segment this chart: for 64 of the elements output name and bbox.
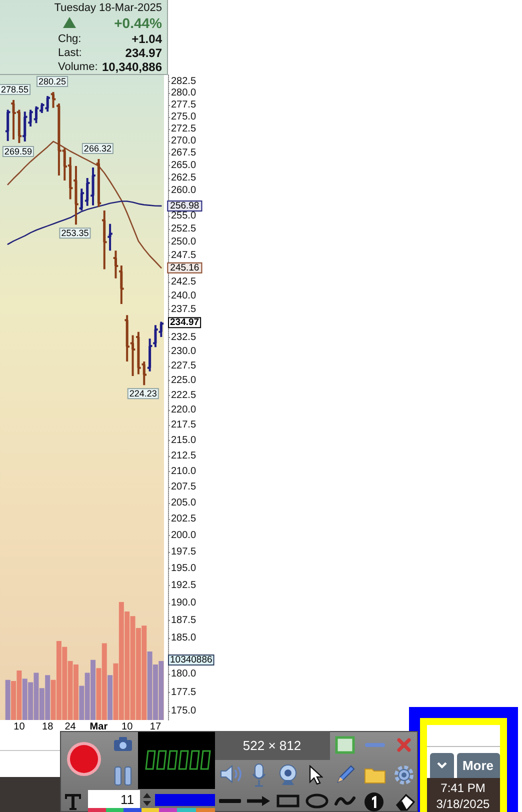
y-tick-label: 232.5	[171, 332, 196, 344]
text: 11	[120, 792, 134, 806]
y-tick-label: 277.5	[171, 99, 196, 110]
y-tick-label: 190.0	[171, 597, 196, 608]
y-tick-label: 225.0	[171, 375, 196, 386]
x-tick-label: 24	[64, 722, 76, 732]
y-tick-label: 220.0	[171, 404, 196, 416]
y-tick-label: 187.5	[171, 614, 196, 626]
y-tick-label: 210.0	[171, 466, 196, 477]
y-tick-label: 282.5	[171, 76, 196, 87]
y-tick-label: 260.0	[171, 185, 196, 196]
y-tick-label: 252.5	[171, 224, 196, 235]
text: 7:41 PM	[440, 781, 486, 795]
y-tick-label: 192.5	[171, 580, 196, 592]
y-tick-label: 280.0	[171, 88, 196, 99]
y-tick-label: 180.0	[171, 668, 196, 680]
y-tick-label: 262.5	[171, 172, 196, 184]
annotation: 224.23	[129, 388, 157, 399]
text: 3/18/2025	[436, 797, 490, 811]
y-tick-label: 237.5	[171, 304, 196, 316]
x-tick-label: 10	[14, 722, 26, 732]
text: 10340886	[170, 654, 212, 666]
text: 234.97	[170, 317, 200, 328]
y-tick-label: 247.5	[171, 250, 196, 261]
bar	[108, 675, 113, 720]
x-tick-label: Mar	[90, 722, 108, 732]
y-tick-label: 267.5	[171, 148, 196, 159]
y-tick-label: 265.0	[171, 160, 196, 172]
y-tick-label: 202.5	[171, 514, 196, 525]
data-label: 256.98	[170, 200, 200, 212]
y-tick-label: 200.0	[171, 530, 196, 541]
y-tick-label: 212.5	[171, 450, 196, 462]
text: 522 × 812	[242, 738, 302, 752]
y-tick-label: 227.5	[171, 360, 196, 372]
y-tick-label: 230.0	[171, 346, 196, 358]
y-tick-label: 272.5	[171, 123, 196, 134]
y-tick-label: 270.0	[171, 135, 196, 146]
y-tick-label: 185.0	[171, 632, 196, 644]
bar	[5, 680, 10, 720]
x-tick-label: 10	[122, 722, 134, 732]
y-tick-label: 240.0	[171, 290, 196, 302]
y-tick-label: 255.0	[171, 210, 196, 222]
annotation: 280.25	[38, 76, 66, 87]
y-tick-label: 207.5	[171, 482, 196, 493]
y-tick-label: 217.5	[171, 420, 196, 431]
y-tick-label: 205.0	[171, 497, 196, 508]
annotation: 253.35	[61, 228, 89, 238]
x-tick-label: 17	[150, 722, 162, 732]
text: More	[462, 758, 494, 772]
annotation: 266.32	[84, 144, 112, 154]
info-panel: Tuesday 18-Mar-2025 +0.44% Chg: +1.04 Last: 234.97 Volume: 10,340,886	[0, 0, 168, 75]
y-tick-label: 197.5	[171, 546, 196, 558]
y-tick-label: 215.0	[171, 434, 196, 446]
y-tick-label: 242.5	[171, 276, 196, 288]
y-tick-label: 177.5	[171, 686, 196, 698]
y-tick-label: 222.5	[171, 390, 196, 401]
y-tick-label: 175.0	[171, 705, 196, 716]
y-tick-label: 195.0	[171, 563, 196, 574]
x-tick-label: 18	[42, 722, 54, 732]
y-tick-label: 275.0	[171, 111, 196, 122]
y-tick-label: 250.0	[171, 236, 196, 248]
annotation: 269.59	[4, 146, 32, 156]
data-label: 245.16	[170, 262, 200, 274]
annotation: 278.55	[1, 84, 29, 95]
